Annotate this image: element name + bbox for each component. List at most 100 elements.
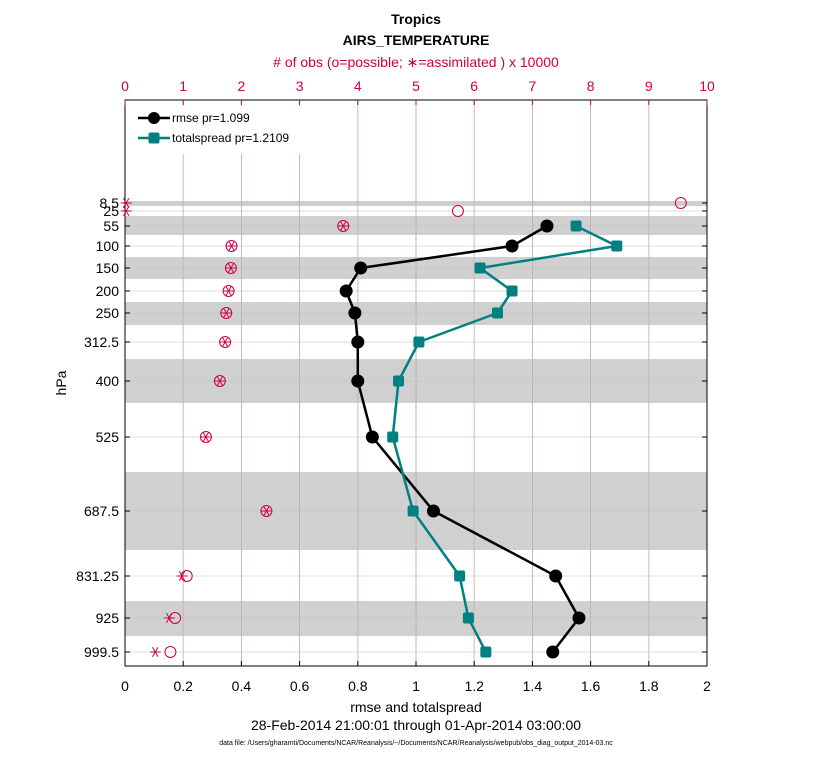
top-tick-label: 0: [121, 78, 129, 94]
rmse-point: [549, 569, 563, 583]
rmse-point: [351, 335, 365, 349]
asterisk-stroke: [227, 262, 235, 274]
obs-assimilated-marker: [176, 570, 188, 582]
asterisk-stroke: [122, 197, 130, 209]
legend: rmse pr=1.099 totalspread pr=1.2109: [131, 106, 319, 154]
asterisk-stroke: [202, 431, 210, 443]
totalspread-point: [570, 220, 582, 232]
obs-assimilated-marker: [200, 431, 212, 443]
obs-assimilated-marker: [260, 505, 272, 517]
x-tick-label: 0.2: [173, 678, 193, 694]
obs-assimilated-marker: [219, 336, 231, 348]
chart-title: Tropics: [391, 11, 441, 27]
y-tick-label: 250: [96, 305, 120, 321]
x-tick-label: 1.8: [639, 678, 659, 694]
top-axis-label: # of obs (o=possible; ∗=assimilated ) x …: [273, 54, 559, 70]
obs-possible-marker: [451, 205, 464, 217]
top-tick-label: 4: [354, 78, 362, 94]
obs-possible-marker: [164, 646, 177, 658]
asterisk-stroke: [122, 205, 130, 217]
legend-rmse-marker: [148, 112, 160, 124]
asterisk-stroke: [221, 336, 229, 348]
obs-assimilated-marker: [120, 197, 132, 209]
top-axis-ticks: 0 1 2 3 4 5 6 7 8 9 10: [121, 78, 715, 105]
obs-assimilated-marker: [149, 646, 161, 658]
totalspread-point: [491, 307, 503, 319]
totalspread-point: [506, 285, 518, 297]
horizontal-grid: [125, 202, 707, 653]
asterisk-stroke: [223, 307, 230, 319]
top-tick-label: 10: [699, 78, 715, 94]
asterisk-stroke: [178, 570, 186, 582]
totalspread-point: [393, 375, 405, 387]
obs-assimilated-marker: [226, 240, 238, 252]
obs-assimilated-marker: [120, 205, 132, 217]
rmse-point: [351, 374, 365, 388]
asterisk-stroke: [166, 612, 173, 624]
rmse-point: [505, 239, 519, 253]
obs-assimilated-marker: [163, 612, 175, 624]
top-tick-label: 5: [412, 78, 420, 94]
y-tick-label: 525: [96, 429, 120, 445]
totalspread-point: [407, 505, 419, 517]
top-tick-label: 6: [470, 78, 478, 94]
totalspread-point: [462, 612, 474, 624]
totalspread-line: [391, 224, 619, 653]
y-axis-label: hPa: [53, 370, 69, 395]
series-lines: [339, 219, 623, 659]
obs-assimilated-marker: [220, 307, 232, 319]
y-tick-label: 999.5: [84, 644, 119, 660]
y-tick-label: 200: [96, 283, 120, 299]
totalspread-point: [480, 646, 492, 658]
asterisk-stroke: [263, 505, 270, 517]
legend-rmse-label: rmse pr=1.099: [172, 111, 250, 125]
obs-assimilated-marker: [223, 285, 235, 297]
rmse-line: [344, 224, 581, 653]
rmse-point: [572, 611, 586, 625]
vertical-grid: [182, 100, 650, 666]
top-tick-label: 8: [587, 78, 595, 94]
chart-subtitle: AIRS_TEMPERATURE: [343, 32, 490, 48]
y-tick-label: 150: [96, 260, 120, 276]
y-tick-label: 8.5: [100, 195, 120, 211]
top-tick-label: 7: [529, 78, 537, 94]
obs-possible-marker: [674, 197, 687, 209]
rmse-point: [365, 430, 379, 444]
obs-assimilated-marker: [214, 375, 226, 387]
y-tick-label: 55: [103, 218, 119, 234]
data-file-footnote: data file: /Users/gharamti/Documents/NCA…: [219, 740, 613, 747]
x-tick-label: 1: [412, 678, 420, 694]
rmse-point: [348, 306, 362, 320]
rmse-point: [354, 261, 368, 275]
legend-spread-label: totalspread pr=1.2109: [172, 131, 289, 145]
asterisk-stroke: [340, 220, 347, 232]
top-tick-label: 2: [238, 78, 246, 94]
legend-box: [131, 106, 319, 154]
asterisk-stroke: [216, 375, 224, 387]
y-tick-label: 25: [103, 203, 119, 219]
y-tick-label: 925: [96, 610, 120, 626]
y-tick-label: 400: [96, 373, 120, 389]
asterisk-stroke: [152, 646, 159, 658]
x-tick-label: 1.6: [581, 678, 601, 694]
totalspread-point: [474, 262, 486, 274]
top-tick-label: 1: [179, 78, 187, 94]
rmse-point: [540, 219, 554, 233]
x-tick-label: 0: [121, 678, 129, 694]
obs-markers: [120, 197, 687, 658]
date-range: 28-Feb-2014 21:00:01 through 01-Apr-2014…: [251, 717, 581, 733]
x-tick-label: 2: [703, 678, 711, 694]
totalspread-point: [413, 336, 425, 348]
x-tick-label: 0.8: [348, 678, 368, 694]
x-tick-label: 1.2: [464, 678, 484, 694]
top-tick-label: 3: [296, 78, 304, 94]
y-tick-label: 831.25: [76, 568, 119, 584]
x-tick-label: 0.6: [290, 678, 310, 694]
rmse-point: [339, 284, 353, 298]
totalspread-point: [387, 431, 399, 443]
obs-assimilated-marker: [225, 262, 237, 274]
obs-assimilated-marker: [337, 220, 349, 232]
totalspread-point: [454, 570, 466, 582]
